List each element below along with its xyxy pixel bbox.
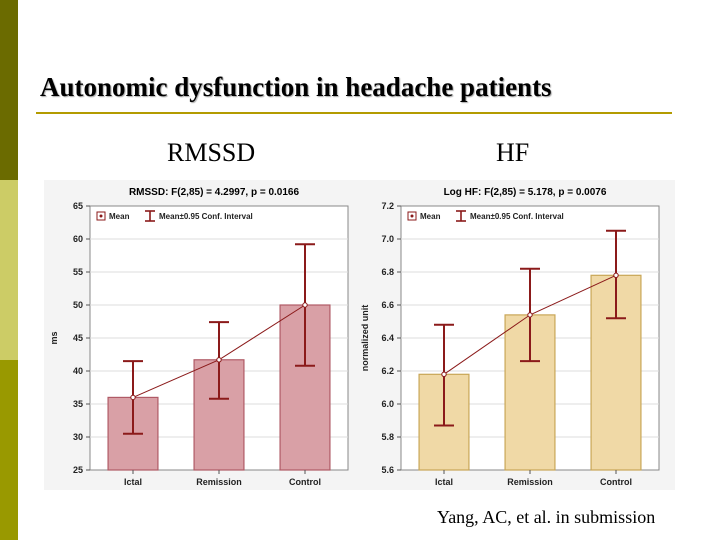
x-tick-label: Control	[600, 477, 632, 487]
legend-mean-label: Mean	[109, 212, 130, 221]
y-tick-label: 30	[73, 432, 83, 442]
x-tick-label: Remission	[196, 477, 242, 487]
legend-mean-dot	[99, 214, 103, 218]
x-tick-label: Remission	[507, 477, 553, 487]
y-tick-label: 25	[73, 465, 83, 475]
left-heading: RMSSD	[167, 138, 256, 167]
sidebar-stripe	[0, 0, 18, 540]
y-tick-label: 65	[73, 201, 83, 211]
y-tick-label: 6.0	[381, 399, 394, 409]
y-tick-label: 6.6	[381, 300, 394, 310]
y-tick-label: 5.6	[381, 465, 394, 475]
legend-ci-label: Mean±0.95 Conf. Interval	[159, 212, 253, 221]
x-tick-label: Ictal	[435, 477, 453, 487]
y-axis-label: ms	[49, 331, 59, 344]
mean-point	[613, 272, 619, 279]
x-tick-label: Control	[289, 477, 321, 487]
sidebar-block-bottom	[0, 360, 18, 540]
y-tick-label: 50	[73, 300, 83, 310]
x-tick-label: Ictal	[124, 477, 142, 487]
sidebar-block-top	[0, 0, 18, 180]
rmssd-chart-svg: RMSSD: F(2,85) = 4.2997, p = 0.0166 25 30 3…	[44, 180, 364, 490]
title-rule	[36, 112, 672, 114]
hf-chart: Log HF: F(2,85) = 5.178, p = 0.0076 5.6 5.…	[355, 180, 675, 490]
y-tick-label: 7.0	[381, 234, 394, 244]
chart-title: Log HF: F(2,85) = 5.178, p = 0.0076	[444, 187, 607, 198]
legend-mean-dot	[410, 214, 414, 218]
legend-ci-label: Mean±0.95 Conf. Interval	[470, 212, 564, 221]
mean-point	[441, 371, 447, 378]
y-tick-label: 55	[73, 267, 83, 277]
y-tick-label: 6.8	[381, 267, 394, 277]
y-tick-label: 40	[73, 366, 83, 376]
mean-point	[302, 302, 308, 308]
sidebar-block-middle	[0, 180, 18, 360]
y-tick-label: 45	[73, 333, 83, 343]
mean-point	[527, 312, 533, 318]
y-tick-label: 6.4	[381, 333, 394, 343]
y-tick-label: 60	[73, 234, 83, 244]
y-tick-label: 35	[73, 399, 83, 409]
right-heading: HF	[496, 138, 530, 167]
y-axis-label: normalized unit	[360, 305, 370, 372]
rmssd-chart: RMSSD: F(2,85) = 4.2997, p = 0.0166 25 30 3…	[44, 180, 364, 490]
y-tick-label: 6.2	[381, 366, 394, 376]
y-tick-label: 5.8	[381, 432, 394, 442]
mean-point	[216, 357, 222, 363]
hf-chart-svg: Log HF: F(2,85) = 5.178, p = 0.0076 5.6 5.…	[355, 180, 675, 490]
y-tick-label: 7.2	[381, 201, 394, 211]
legend-mean-label: Mean	[420, 212, 441, 221]
mean-point	[130, 394, 136, 401]
chart-title: RMSSD: F(2,85) = 4.2997, p = 0.0166	[129, 187, 300, 198]
slide-title: Autonomic dysfunction in headache patien…	[40, 72, 552, 102]
citation-caption: Yang, AC, et al. in submission	[437, 507, 656, 527]
